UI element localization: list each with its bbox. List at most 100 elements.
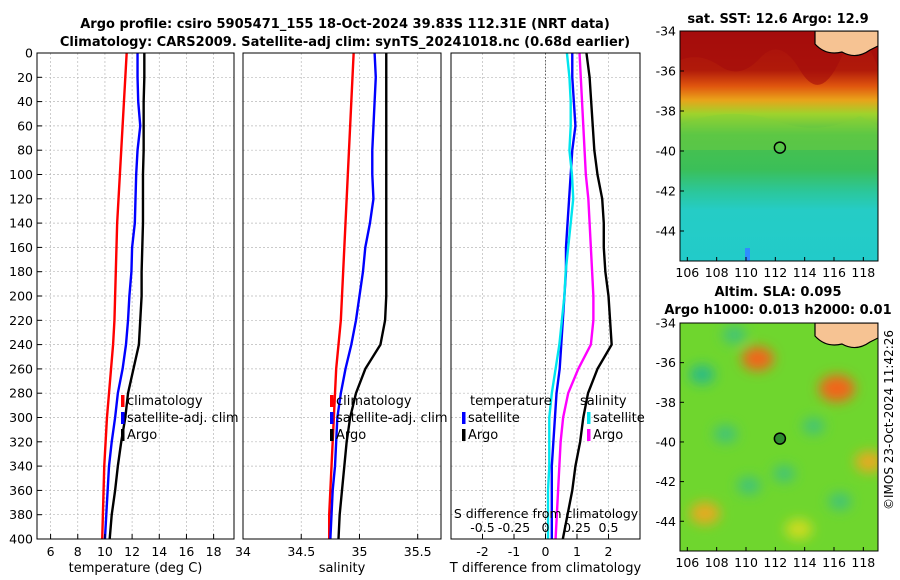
y-tick-label: 280	[9, 386, 33, 401]
map-y-tick-label: -44	[656, 224, 676, 239]
map-y-tick-label: -34	[656, 316, 676, 331]
map-y-tick-label: -38	[656, 395, 676, 410]
legend-label: satellite-adj. clim	[336, 411, 448, 426]
sla-high-eddy	[689, 501, 721, 525]
sst-map-panel: sat. SST: 12.6 Argo: 12.9 106 108 110 112 11…	[656, 12, 879, 280]
legend-swatch	[587, 429, 591, 441]
s-diff-tick-label: 0.25	[563, 520, 591, 535]
legend-label: climatology	[127, 394, 203, 409]
y-tick-label: 340	[9, 459, 33, 474]
x-tick-label: 10	[97, 544, 113, 559]
series-line-argo	[337, 53, 388, 540]
x-axis-label: salinity	[319, 561, 366, 576]
sst-map-title: sat. SST: 12.6 Argo: 12.9	[687, 12, 868, 27]
legend-swatch	[121, 395, 125, 407]
x-tick-label: 18	[206, 544, 222, 559]
argo-float-marker-sst	[773, 141, 787, 154]
sla-map-subtitle: Argo h1000: 0.013 h2000: 0.01	[664, 303, 891, 318]
series-line-satellite-adj-clim	[329, 52, 377, 540]
sla-low-eddy	[828, 492, 852, 511]
legend-label: satellite	[593, 411, 645, 426]
map-x-tick-label: 106	[675, 265, 699, 280]
map-x-tick-label: 114	[793, 265, 817, 280]
map-y-tick-label: -36	[656, 355, 676, 370]
y-tick-label: 360	[9, 483, 33, 498]
map-x-tick-label: 112	[763, 555, 787, 570]
imos-credit: ©IMOS 23-Oct-2024 11:42:26	[879, 290, 899, 550]
legend-label: Argo	[593, 428, 623, 443]
sla-low-eddy	[802, 417, 825, 435]
sst-cold-streak	[745, 248, 750, 261]
legend-swatch	[462, 412, 466, 424]
sla-high-eddy	[854, 450, 878, 473]
sla-map-axes: 106 108 110 112 114 116 118 -34 -36 -38 -40 -42 -44	[656, 316, 876, 571]
imos-credit-text: ©IMOS 23-Oct-2024 11:42:26	[882, 329, 896, 511]
series-line-satellite-adj-clim	[103, 53, 142, 540]
y-tick-label: 380	[9, 507, 33, 522]
map-y-tick-label: -42	[656, 184, 676, 199]
map-x-tick-label: 116	[822, 555, 846, 570]
x-tick-label: -1	[508, 544, 520, 559]
sla-low-eddy	[713, 425, 738, 444]
sla-low-eddy	[772, 465, 796, 483]
legend-label: satellite	[468, 411, 520, 426]
map-x-tick-label: 118	[851, 555, 875, 570]
y-tick-label: 400	[9, 532, 33, 547]
y-tick-label: 140	[9, 216, 33, 231]
map-y-tick-label: -42	[656, 474, 676, 489]
sla-low-eddy	[736, 476, 761, 495]
x-tick-label: 34.5	[287, 544, 315, 559]
legend-swatch	[330, 395, 334, 407]
salinity-panel: 34 34.5 35 35.5 salinity climatology satellite…	[235, 52, 448, 576]
legend-swatch	[330, 412, 334, 424]
x-axis-label: temperature (deg C)	[69, 561, 203, 576]
sla-high-eddy	[741, 346, 774, 371]
sst-front-patch	[680, 113, 878, 150]
land-mask-australia	[814, 31, 878, 57]
map-x-tick-label: 114	[793, 555, 817, 570]
s-diff-axis-label: S difference from climatology	[454, 506, 639, 521]
y-tick-label: 220	[9, 313, 33, 328]
map-y-tick-label: -40	[656, 144, 676, 159]
y-tick-label: 40	[17, 94, 33, 109]
legend-label: satellite-adj. clim	[127, 411, 239, 426]
y-tick-label: 60	[17, 118, 33, 133]
series-line-t-argo	[561, 52, 613, 540]
s-diff-tick-label: -0.25	[498, 520, 530, 535]
x-tick-label: 2	[605, 544, 613, 559]
y-tick-label: 120	[9, 191, 33, 206]
map-x-tick-label: 112	[763, 265, 787, 280]
map-x-tick-label: 108	[705, 265, 729, 280]
sla-low-eddy	[722, 325, 747, 344]
s-diff-tick-label: 0	[542, 520, 550, 535]
y-tick-label: 200	[9, 289, 33, 304]
y-tick-label: 160	[9, 240, 33, 255]
difference-panel: -2 -1 0 1 2 T difference from climatology -0.5…	[449, 52, 645, 576]
legend-swatch	[462, 429, 466, 441]
sla-high-eddy	[785, 518, 813, 540]
map-x-tick-label: 110	[734, 265, 758, 280]
x-tick-label: 0	[542, 544, 550, 559]
legend-label: Argo	[468, 428, 498, 443]
figure-title-line1: Argo profile: csiro 5905471_155 18-Oct-2…	[80, 17, 610, 32]
x-axis-label: T difference from climatology	[449, 561, 642, 576]
y-tick-label: 180	[9, 264, 33, 279]
y-tick-label: 240	[9, 337, 33, 352]
map-x-tick-label: 110	[734, 555, 758, 570]
x-tick-label: -2	[476, 544, 488, 559]
x-tick-label: 34	[235, 544, 251, 559]
argo-float-marker-sla	[773, 432, 787, 445]
series-line-argo	[108, 53, 146, 540]
series-line-s-argo	[554, 52, 595, 540]
y-tick-label: 260	[9, 361, 33, 376]
sla-map-frame	[679, 322, 879, 552]
x-tick-label: 35	[352, 544, 368, 559]
sla-high-eddy	[818, 374, 855, 402]
y-tick-label: 20	[17, 70, 33, 85]
x-tick-label: 8	[74, 544, 82, 559]
s-diff-tick-label: 0.5	[599, 520, 619, 535]
legend-swatch	[587, 412, 591, 424]
legend-swatch	[330, 429, 334, 441]
